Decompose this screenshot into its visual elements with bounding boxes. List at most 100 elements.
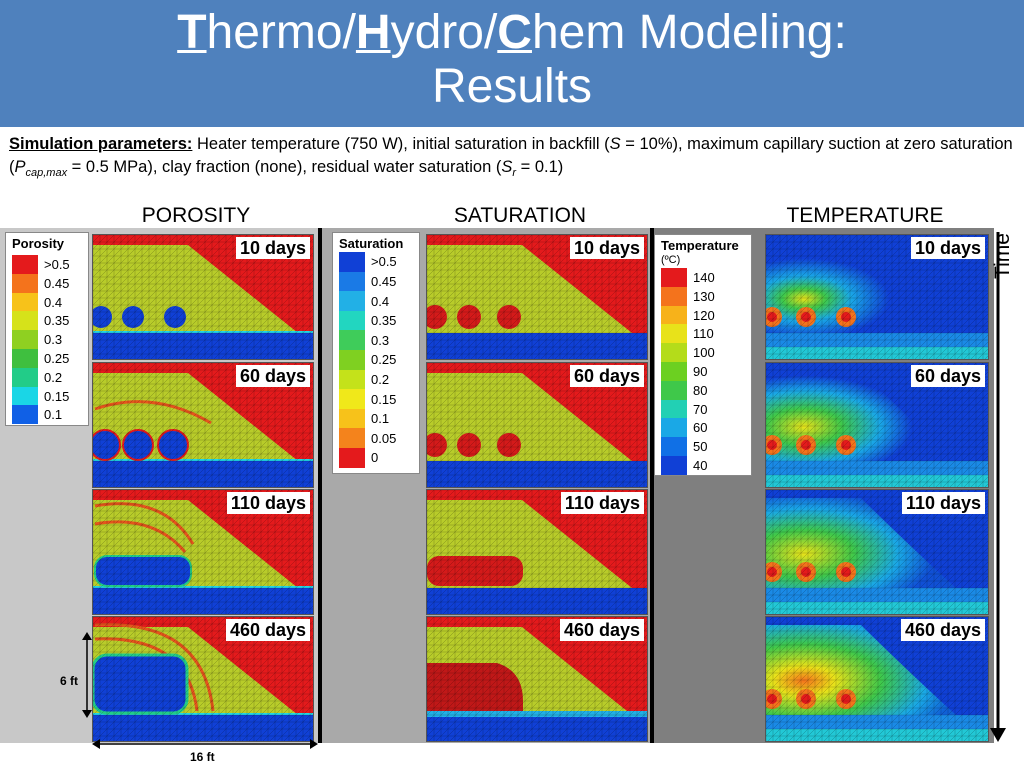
saturation-legend-tick: 0.45 <box>371 273 397 289</box>
porosity-legend-swatch <box>12 273 38 293</box>
porosity-legend-tick: 0.45 <box>44 275 70 291</box>
title-banner: Thermo/Hydro/Chem Modeling: Results <box>0 0 1024 127</box>
saturation-legend-swatch <box>339 310 365 331</box>
temperature-legend-unit: (ºC) <box>661 254 681 266</box>
temperature-legend-swatch <box>661 399 687 419</box>
temperature-legend-swatch <box>661 324 687 344</box>
saturation-legend-tick: 0 <box>371 450 379 466</box>
porosity-snapshot: 60 days <box>92 362 314 488</box>
porosity-legend-title: Porosity <box>12 236 65 251</box>
porosity-legend-swatch <box>12 386 38 406</box>
temperature-legend-tick: 100 <box>693 345 715 361</box>
time-stamp-label: 460 days <box>559 619 644 641</box>
temperature-legend-swatch <box>661 268 687 287</box>
porosity-legend-tick: 0.15 <box>44 388 70 404</box>
temperature-snapshot: 60 days <box>765 362 989 488</box>
porosity-legend-swatch <box>12 405 38 425</box>
saturation-field-plot <box>427 363 647 487</box>
saturation-legend-swatch <box>339 408 365 429</box>
saturation-legend-swatch <box>339 252 365 272</box>
width-dimension-label: 16 ft <box>190 750 215 764</box>
temperature-snapshot: 460 days <box>765 616 989 742</box>
time-stamp-label: 60 days <box>235 365 310 387</box>
temperature-legend-swatch <box>661 456 687 475</box>
saturation-snapshot: 460 days <box>426 616 648 742</box>
porosity-column-title: POROSITY <box>141 204 251 227</box>
saturation-legend-swatch <box>339 291 365 311</box>
temperature-legend-tick: 70 <box>693 401 708 417</box>
porosity-legend-swatch <box>12 349 38 368</box>
saturation-legend-swatch <box>339 389 365 409</box>
saturation-snapshot: 110 days <box>426 489 648 615</box>
saturation-legend-title: Saturation <box>339 236 404 251</box>
simulation-parameters: Simulation parameters: Heater temperatur… <box>9 135 1013 180</box>
temperature-legend-tick: 80 <box>693 382 708 398</box>
temperature-field-plot <box>766 363 988 487</box>
time-stamp-label: 460 days <box>225 619 310 641</box>
saturation-legend-swatch <box>339 369 365 390</box>
saturation-legend-swatch <box>339 448 365 468</box>
time-stamp-label: 110 days <box>560 492 644 514</box>
temperature-legend-tick: 110 <box>693 326 714 342</box>
saturation-legend-swatch <box>339 350 365 370</box>
temperature-legend-tick: 130 <box>693 288 715 304</box>
time-stamp-label: 10 days <box>569 237 644 259</box>
saturation-legend-tick: 0.35 <box>371 313 397 329</box>
porosity-legend-swatch <box>12 311 38 331</box>
saturation-field-plot <box>427 235 647 359</box>
temperature-legend-tick: 40 <box>693 457 708 473</box>
saturation-legend-swatch <box>339 330 365 350</box>
porosity-legend-tick: 0.1 <box>44 407 63 423</box>
porosity-legend-tick: >0.5 <box>44 256 70 272</box>
time-stamp-label: 110 days <box>226 492 310 514</box>
saturation-snapshot: 10 days <box>426 234 648 360</box>
porosity-legend-tick: 0.4 <box>44 294 63 310</box>
time-stamp-label: 10 days <box>235 237 310 259</box>
temperature-legend-tick: 90 <box>693 363 708 379</box>
temperature-legend-swatch <box>661 418 687 438</box>
porosity-legend-tick: 0.25 <box>44 350 70 366</box>
porosity-legend-tick: 0.3 <box>44 332 63 348</box>
porosity-snapshot: 460 days <box>92 616 314 742</box>
temperature-legend: Temperature (ºC) 140 130 120 110 100 90 80 70 60… <box>654 234 752 476</box>
porosity-legend-tick: 0.35 <box>44 313 70 329</box>
saturation-legend-tick: 0.2 <box>371 371 390 387</box>
saturation-legend-swatch <box>339 271 365 292</box>
saturation-legend-tick: 0.1 <box>371 411 390 427</box>
porosity-legend-swatch <box>12 292 38 312</box>
porosity-field-plot <box>93 617 313 741</box>
saturation-legend-tick: 0.15 <box>371 391 397 407</box>
porosity-legend-swatch <box>12 255 38 274</box>
height-dimension-arrow <box>82 632 92 718</box>
time-stamp-label: 460 days <box>900 619 985 641</box>
temperature-legend-tick: 120 <box>693 307 715 323</box>
temperature-legend-swatch <box>661 286 687 306</box>
saturation-legend: Saturation >0.5 0.45 0.4 0.35 0.3 0.25 0.2 0.15… <box>332 232 420 474</box>
time-stamp-label: 60 days <box>569 365 644 387</box>
porosity-legend: Porosity >0.5 0.45 0.4 0.35 0.3 0.25 0.2 0.15 0.… <box>5 232 89 426</box>
porosity-legend-swatch <box>12 330 38 349</box>
divider-2 <box>650 228 654 743</box>
saturation-legend-swatch <box>339 428 365 448</box>
time-stamp-label: 110 days <box>901 492 985 514</box>
saturation-legend-tick: 0.05 <box>371 430 397 446</box>
saturation-snapshot: 60 days <box>426 362 648 488</box>
porosity-legend-swatch <box>12 367 38 387</box>
saturation-legend-tick: 0.25 <box>371 352 397 368</box>
temperature-legend-tick: 50 <box>693 439 708 455</box>
temperature-legend-swatch <box>661 305 687 325</box>
porosity-snapshot: 10 days <box>92 234 314 360</box>
temperature-legend-tick: 140 <box>693 269 715 285</box>
width-dimension-arrow <box>92 739 318 749</box>
temperature-legend-swatch <box>661 437 687 456</box>
saturation-legend-tick: >0.5 <box>371 254 397 270</box>
temperature-legend-title: Temperature <box>661 238 739 253</box>
porosity-snapshot: 110 days <box>92 489 314 615</box>
time-arrow <box>990 232 1006 742</box>
temperature-legend-tick: 60 <box>693 420 708 436</box>
temperature-legend-swatch <box>661 362 687 381</box>
porosity-legend-tick: 0.2 <box>44 369 63 385</box>
temperature-legend-swatch <box>661 343 687 362</box>
temperature-snapshot: 110 days <box>765 489 989 615</box>
temperature-column-title: TEMPERATURE <box>786 204 944 227</box>
